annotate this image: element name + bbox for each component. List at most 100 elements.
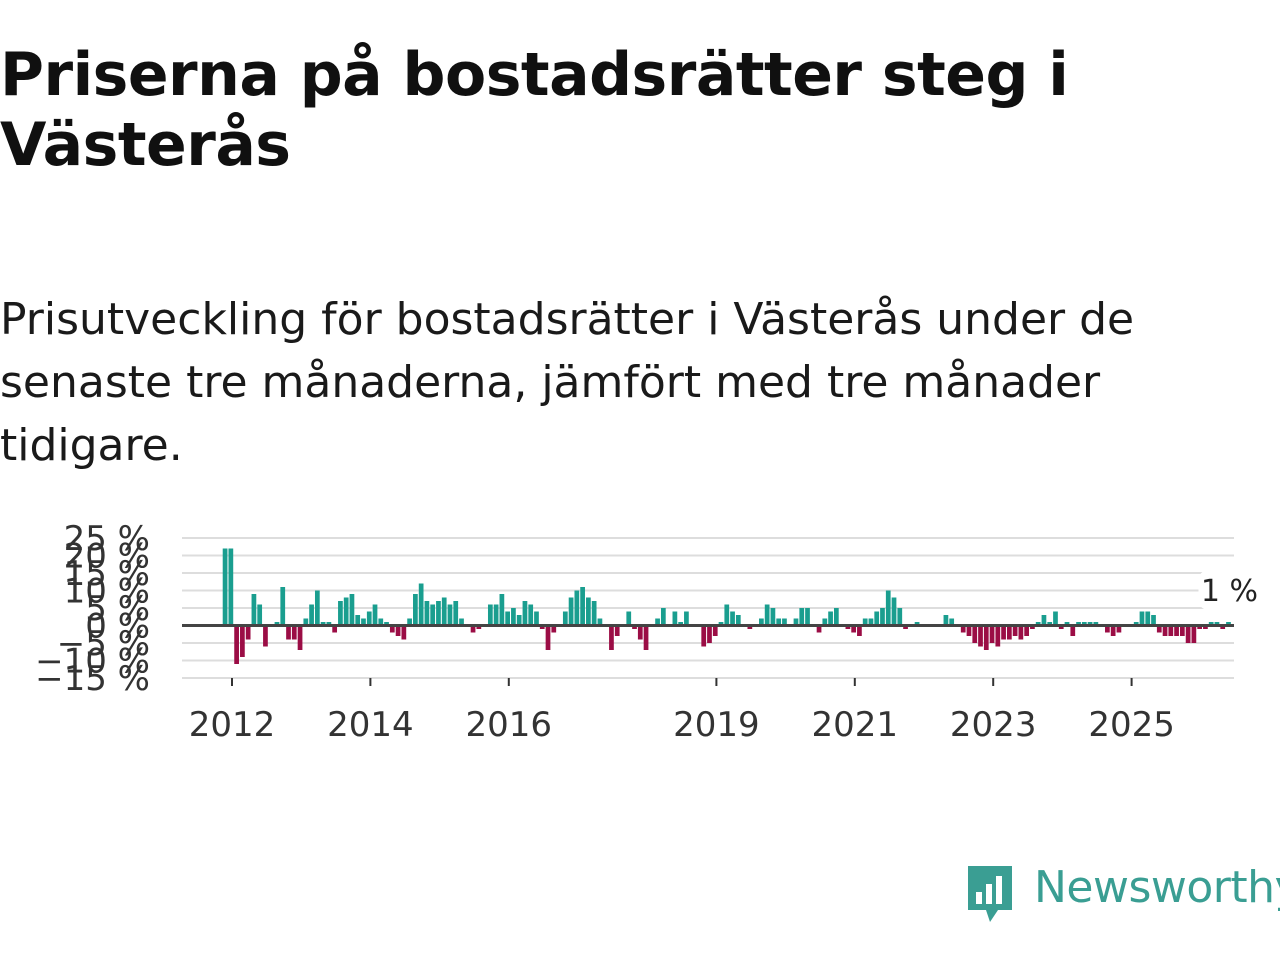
- bar: [343, 597, 349, 626]
- bar: [407, 618, 412, 626]
- bar: [1214, 622, 1220, 626]
- bar: [436, 601, 441, 626]
- bar: [1041, 615, 1047, 626]
- bar: [562, 611, 568, 626]
- bar: [735, 615, 741, 626]
- bar: [632, 625, 637, 629]
- bar: [1030, 625, 1035, 629]
- bar: [764, 604, 770, 626]
- bar: [297, 625, 303, 650]
- bar: [291, 625, 297, 640]
- bar: [286, 625, 291, 640]
- bar: [1139, 611, 1145, 626]
- bar: [730, 611, 735, 626]
- bar: [274, 622, 280, 626]
- bar: [1133, 622, 1139, 626]
- x-tick-label: 2021: [812, 705, 899, 740]
- bar: [822, 618, 828, 626]
- bar: [862, 618, 868, 626]
- bar: [718, 622, 724, 626]
- logo-text: Newsworthy: [1034, 862, 1280, 913]
- bar: [816, 625, 822, 633]
- bar: [701, 625, 707, 647]
- bar: [280, 587, 286, 626]
- bar: [1058, 625, 1064, 629]
- bar: [245, 625, 251, 640]
- bar: [1191, 625, 1197, 643]
- bar: [534, 611, 539, 626]
- bar: [389, 625, 395, 633]
- x-tick-label: 2023: [950, 705, 1037, 740]
- bar: [1162, 625, 1168, 636]
- bar: [1006, 625, 1012, 640]
- bar: [309, 604, 314, 626]
- bar: [580, 587, 585, 626]
- bar: [972, 625, 978, 643]
- bar: [1076, 622, 1081, 626]
- bar: [257, 604, 263, 626]
- x-tick-label: 2016: [466, 705, 553, 740]
- bar: [799, 608, 805, 626]
- bar: [1047, 622, 1053, 626]
- bar: [1012, 625, 1018, 636]
- bar: [430, 604, 436, 626]
- bar: [707, 625, 712, 643]
- bar: [459, 618, 464, 626]
- bar: [880, 608, 885, 626]
- bar: [395, 625, 401, 636]
- x-tick-label: 2019: [673, 705, 760, 740]
- bar: [487, 604, 493, 626]
- y-tick-label: −15 %: [35, 659, 150, 699]
- bar: [1185, 625, 1191, 643]
- bar: [949, 618, 955, 626]
- bar: [1001, 625, 1006, 640]
- bar: [1081, 622, 1087, 626]
- bar: [897, 608, 903, 626]
- bar: [770, 608, 776, 626]
- bar: [314, 590, 320, 626]
- bar: [1151, 615, 1156, 626]
- bar: [782, 618, 787, 626]
- bar: [724, 604, 730, 626]
- bar: [1156, 625, 1162, 633]
- y-tick-label: 0 %: [85, 607, 150, 647]
- bar: [1024, 625, 1030, 636]
- bar: [597, 618, 603, 626]
- bar: [1168, 625, 1174, 636]
- bar: [747, 625, 753, 629]
- x-tick-label: 2025: [1088, 705, 1175, 740]
- bar: [655, 618, 660, 626]
- y-tick-label: 5 %: [85, 589, 150, 629]
- bar: [1197, 625, 1203, 629]
- bar: [1035, 622, 1041, 626]
- bar: [903, 625, 908, 629]
- bar: [868, 618, 874, 626]
- bar: [447, 604, 453, 626]
- y-tick-label: 25 %: [64, 519, 150, 559]
- bar: [684, 611, 689, 626]
- bar: [1110, 625, 1116, 636]
- bar: [995, 625, 1001, 647]
- bar: [805, 608, 810, 626]
- bar: [637, 625, 643, 640]
- bar: [857, 625, 862, 636]
- bar: [660, 608, 666, 626]
- bar: [672, 611, 678, 626]
- chart-title: Priserna på bostadsrätter steg i Västerå…: [0, 40, 1069, 180]
- bar: [609, 625, 614, 650]
- bar: [222, 548, 228, 626]
- bar: [568, 597, 574, 626]
- bar: [1070, 625, 1076, 636]
- bar: [845, 625, 851, 629]
- bar: [384, 622, 389, 626]
- bar: [522, 601, 528, 626]
- bar: [1064, 622, 1070, 626]
- bar: [1116, 625, 1122, 633]
- bar: [470, 625, 476, 633]
- x-tick-label: 2012: [189, 705, 276, 740]
- bar: [349, 594, 355, 626]
- bar: [828, 611, 833, 626]
- bar: [885, 590, 891, 626]
- bar: [1093, 622, 1099, 626]
- bar: [551, 625, 557, 633]
